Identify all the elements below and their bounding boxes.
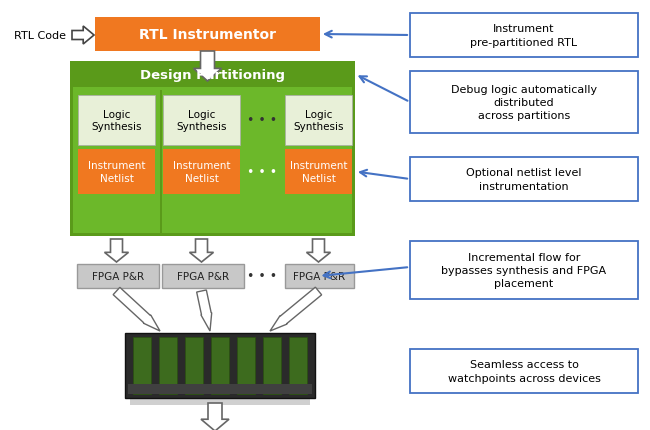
Text: Debug logic automatically
distributed
across partitions: Debug logic automatically distributed ac… xyxy=(451,85,597,121)
Bar xyxy=(263,337,281,394)
Bar xyxy=(163,150,240,194)
Bar xyxy=(78,96,155,146)
Text: • • •: • • • xyxy=(248,270,278,283)
FancyBboxPatch shape xyxy=(410,14,638,58)
Bar xyxy=(285,150,352,194)
Polygon shape xyxy=(270,288,322,331)
Bar xyxy=(78,150,155,194)
Bar xyxy=(128,384,312,394)
Text: FPGA P&R: FPGA P&R xyxy=(177,271,229,281)
Polygon shape xyxy=(190,240,213,262)
Bar xyxy=(125,333,315,398)
Text: Optional netlist level
instrumentation: Optional netlist level instrumentation xyxy=(466,168,582,191)
Text: Instrument
Netlist: Instrument Netlist xyxy=(290,161,347,183)
Bar xyxy=(159,337,177,394)
Text: • • •: • • • xyxy=(248,166,278,178)
Bar xyxy=(73,88,352,233)
Bar xyxy=(162,264,244,289)
Text: Logic
Synthesis: Logic Synthesis xyxy=(293,110,344,132)
Text: Logic
Synthesis: Logic Synthesis xyxy=(91,110,142,132)
Polygon shape xyxy=(105,240,129,262)
Bar xyxy=(185,337,203,394)
Text: RTL Code: RTL Code xyxy=(14,31,66,41)
Bar xyxy=(70,62,355,88)
Bar xyxy=(285,264,354,289)
FancyBboxPatch shape xyxy=(410,349,638,393)
Polygon shape xyxy=(194,52,222,82)
Bar xyxy=(289,337,307,394)
Text: • • •: • • • xyxy=(248,114,278,127)
Text: Instrument
Netlist: Instrument Netlist xyxy=(173,161,230,183)
Bar xyxy=(285,96,352,146)
Polygon shape xyxy=(72,27,94,45)
Text: FPGA P&R: FPGA P&R xyxy=(92,271,144,281)
Bar xyxy=(133,337,151,394)
Text: Design Partitioning: Design Partitioning xyxy=(140,68,285,81)
Polygon shape xyxy=(201,403,229,430)
Text: FPGA P&R: FPGA P&R xyxy=(293,271,346,281)
Text: RTL Instrumentor: RTL Instrumentor xyxy=(139,28,276,42)
Bar xyxy=(237,337,255,394)
Bar xyxy=(160,91,162,233)
Bar xyxy=(163,96,240,146)
Bar xyxy=(95,18,320,52)
Polygon shape xyxy=(113,288,160,331)
FancyBboxPatch shape xyxy=(410,158,638,202)
Text: Logic
Synthesis: Logic Synthesis xyxy=(176,110,227,132)
Polygon shape xyxy=(197,290,212,331)
Bar xyxy=(77,264,159,289)
Text: Incremental flow for
bypasses synthesis and FPGA
placement: Incremental flow for bypasses synthesis … xyxy=(441,252,606,289)
Bar xyxy=(130,393,310,405)
FancyBboxPatch shape xyxy=(410,241,638,299)
Polygon shape xyxy=(307,240,330,262)
FancyBboxPatch shape xyxy=(410,72,638,134)
Text: Instrument
Netlist: Instrument Netlist xyxy=(88,161,145,183)
Bar xyxy=(70,62,355,236)
Text: Seamless access to
watchpoints across devices: Seamless access to watchpoints across de… xyxy=(448,359,601,383)
Text: Instrument
pre-partitioned RTL: Instrument pre-partitioned RTL xyxy=(471,25,578,47)
Bar xyxy=(211,337,229,394)
